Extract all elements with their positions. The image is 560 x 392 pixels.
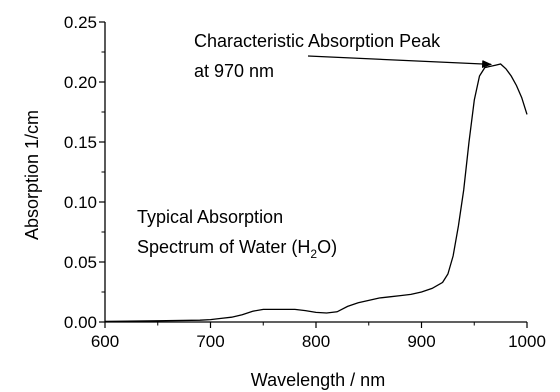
x-tick-label-800: 800 (302, 332, 330, 351)
water-annotation-text-b: O) (317, 237, 337, 257)
peak-annotation-arrow (307, 55, 493, 68)
y-tick-label-0.20: 0.20 (64, 73, 97, 92)
water-annotation-subscript: 2 (310, 247, 317, 261)
x-tick-label-1000: 1000 (508, 332, 546, 351)
peak-annotation-line-1: Characteristic Absorption Peak (194, 31, 441, 51)
x-tick-label-700: 700 (196, 332, 224, 351)
x-axis-title: Wavelength / nm (251, 370, 385, 390)
x-tick-label-600: 600 (91, 332, 119, 351)
absorption-line (104, 63, 528, 323)
y-axis-title: Absorption 1/cm (22, 110, 42, 240)
water-annotation-text-a: Spectrum of Water (H (137, 237, 310, 257)
water-annotation-line-2: Spectrum of Water (H2O) (137, 237, 337, 261)
y-tick-label-0.15: 0.15 (64, 133, 97, 152)
peak-annotation-line-2: at 970 nm (194, 61, 274, 81)
tick-labels-layer: 600 700 800 900 1000 0.00 0.05 0.10 0.15 0.20 0.25 (64, 13, 546, 351)
water-annotation-line-1: Typical Absorption (137, 207, 283, 227)
y-tick-label-0.10: 0.10 (64, 193, 97, 212)
y-tick-label-0.05: 0.05 (64, 253, 97, 272)
y-tick-label-0.00: 0.00 (64, 313, 97, 332)
y-tick-label-0.25: 0.25 (64, 13, 97, 32)
ticks-layer (99, 21, 528, 328)
x-tick-label-900: 900 (407, 332, 435, 351)
